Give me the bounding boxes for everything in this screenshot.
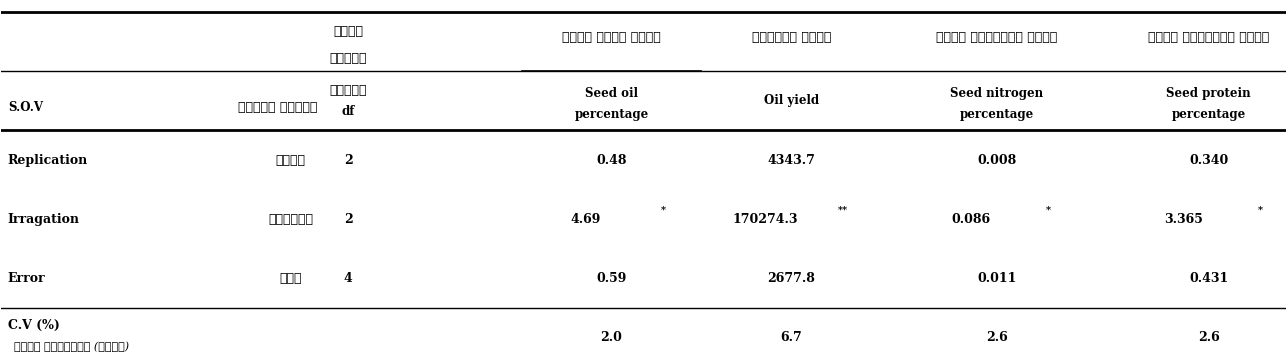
Text: 2677.8: 2677.8 bbox=[768, 272, 815, 285]
Text: percentage: percentage bbox=[960, 108, 1034, 121]
Text: df: df bbox=[341, 105, 355, 118]
Text: درجه: درجه bbox=[334, 24, 363, 38]
Text: 4343.7: 4343.7 bbox=[768, 154, 815, 166]
Text: منابع تغییر: منابع تغییر bbox=[238, 101, 317, 114]
Text: C.V (%): C.V (%) bbox=[8, 319, 59, 332]
Text: خطا: خطا bbox=[279, 272, 301, 285]
Text: Replication: Replication bbox=[8, 154, 88, 166]
Text: درصد روغن دانه: درصد روغن دانه bbox=[562, 32, 661, 45]
Text: **: ** bbox=[837, 206, 848, 215]
Text: percentage: percentage bbox=[574, 108, 649, 121]
Text: 0.008: 0.008 bbox=[978, 154, 1016, 166]
Text: 4: 4 bbox=[344, 272, 353, 285]
Text: بلوک: بلوک bbox=[276, 154, 305, 166]
Text: 0.086: 0.086 bbox=[952, 213, 990, 226]
Text: 2.6: 2.6 bbox=[1198, 331, 1220, 344]
Text: درصد نیتروژن دانه: درصد نیتروژن دانه bbox=[936, 32, 1057, 45]
Text: 2.0: 2.0 bbox=[600, 331, 622, 344]
Text: 0.431: 0.431 bbox=[1189, 272, 1229, 285]
Text: 2: 2 bbox=[344, 213, 353, 226]
Text: 0.011: 0.011 bbox=[978, 272, 1016, 285]
Text: آزادی: آزادی bbox=[330, 84, 367, 97]
Text: عملکرد روغن: عملکرد روغن bbox=[752, 32, 831, 45]
Text: 2: 2 bbox=[344, 154, 353, 166]
Text: Error: Error bbox=[8, 272, 45, 285]
Text: 3.365: 3.365 bbox=[1163, 213, 1203, 226]
Text: 0.340: 0.340 bbox=[1189, 154, 1229, 166]
Text: 4.69: 4.69 bbox=[571, 213, 601, 226]
Text: percentage: percentage bbox=[1172, 108, 1245, 121]
Text: 0.48: 0.48 bbox=[596, 154, 627, 166]
Text: *: * bbox=[1257, 206, 1262, 215]
Text: Seed oil: Seed oil bbox=[585, 87, 638, 100]
Text: *: * bbox=[661, 206, 666, 215]
Text: آبیاری: آبیاری bbox=[268, 213, 313, 226]
Text: 170274.3: 170274.3 bbox=[733, 213, 799, 226]
Text: Oil yield: Oil yield bbox=[764, 94, 819, 107]
Text: S.O.V: S.O.V bbox=[8, 101, 43, 114]
Text: 6.7: 6.7 bbox=[781, 331, 802, 344]
Text: درصد پروتئین دانه: درصد پروتئین دانه bbox=[1148, 32, 1270, 45]
Text: Seed protein: Seed protein bbox=[1167, 87, 1251, 100]
Text: Irragation: Irragation bbox=[8, 213, 80, 226]
Text: 0.59: 0.59 bbox=[596, 272, 627, 285]
Text: Seed nitrogen: Seed nitrogen bbox=[951, 87, 1043, 100]
Text: آزادی: آزادی bbox=[330, 52, 367, 65]
Text: *: * bbox=[1046, 206, 1051, 215]
Text: 2.6: 2.6 bbox=[987, 331, 1007, 344]
Text: ضریب تغییرات (درصد): ضریب تغییرات (درصد) bbox=[14, 341, 129, 352]
